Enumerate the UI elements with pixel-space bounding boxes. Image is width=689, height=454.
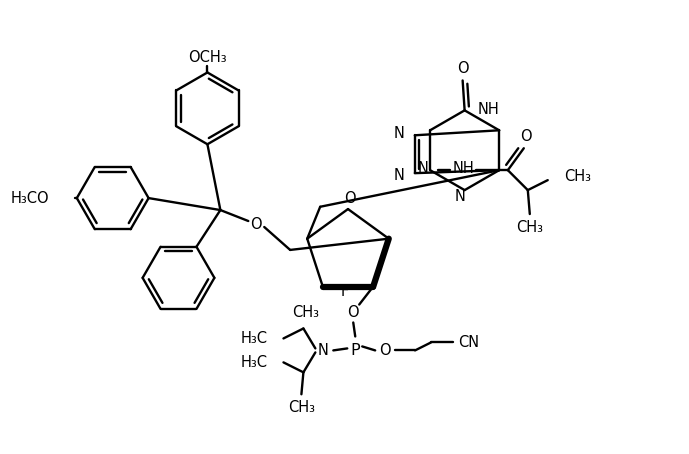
Text: O: O [520, 129, 532, 144]
Text: N: N [318, 343, 329, 358]
Text: O: O [251, 217, 262, 232]
Text: NH: NH [453, 161, 475, 176]
Text: OCH₃: OCH₃ [188, 50, 227, 65]
Text: N: N [454, 188, 465, 203]
Text: CH₃: CH₃ [288, 400, 315, 415]
Text: F: F [340, 284, 349, 299]
Text: O: O [380, 343, 391, 358]
Text: CN: CN [458, 335, 480, 350]
Text: N: N [394, 126, 405, 141]
Text: N: N [418, 161, 429, 176]
Text: CH₃: CH₃ [564, 168, 590, 184]
Text: O: O [344, 191, 356, 206]
Text: N: N [394, 168, 405, 183]
Text: H₃C: H₃C [240, 331, 267, 346]
Text: H₃CO: H₃CO [10, 191, 49, 206]
Text: CH₃: CH₃ [516, 221, 544, 236]
Text: NH: NH [477, 102, 500, 117]
Text: O: O [347, 305, 359, 320]
Text: O: O [457, 61, 469, 76]
Text: CH₃: CH₃ [292, 305, 319, 320]
Text: P: P [351, 343, 360, 358]
Text: H₃C: H₃C [240, 355, 267, 370]
